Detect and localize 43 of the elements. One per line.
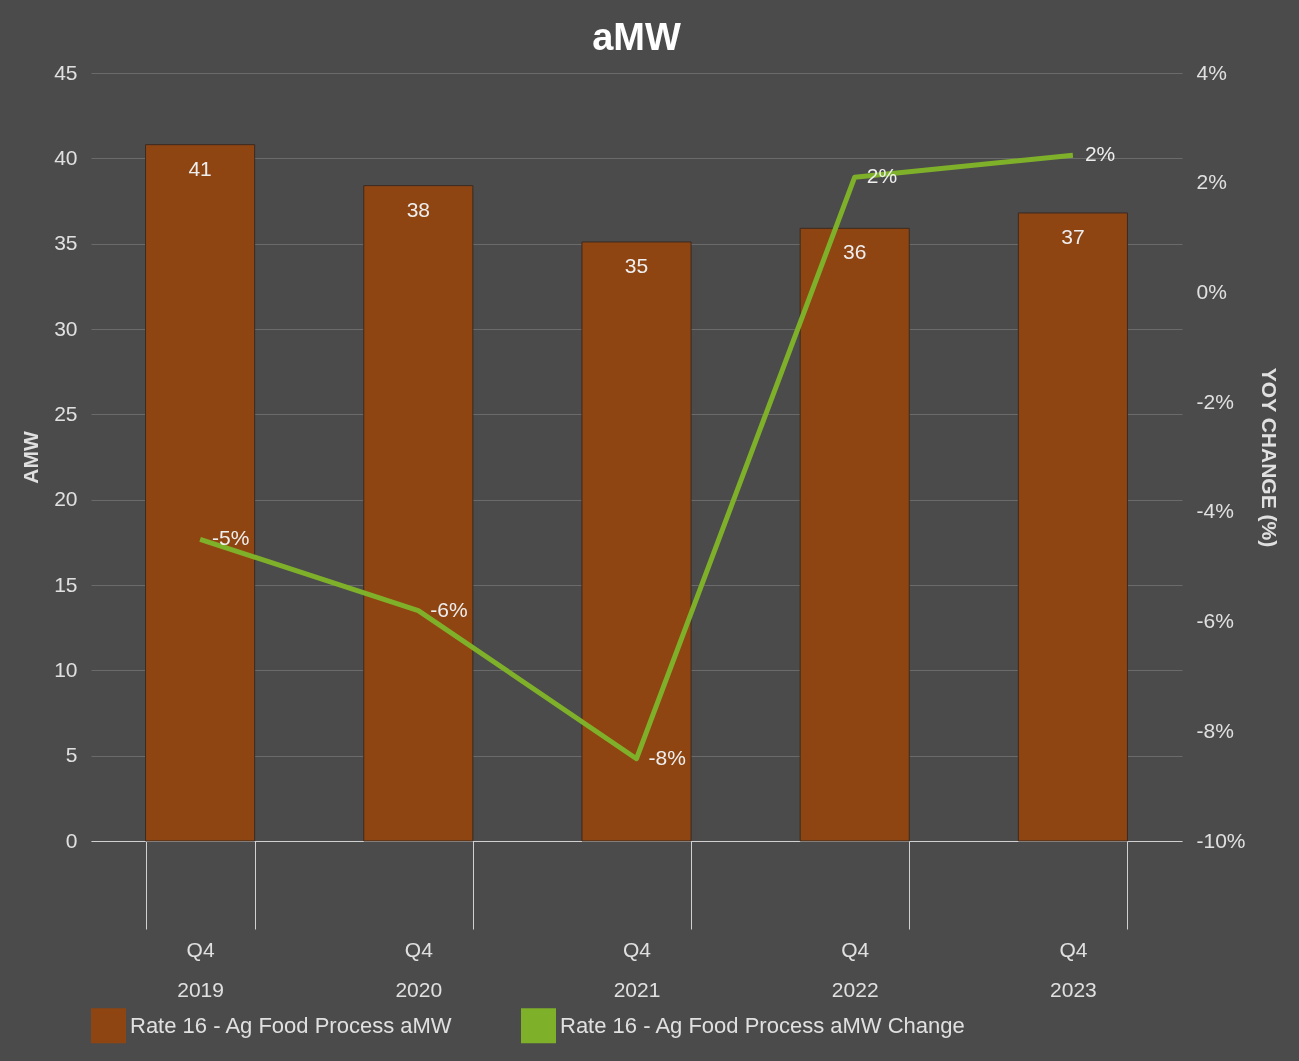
x-tick-label: Q4 2023 <box>1050 937 1097 1001</box>
bar <box>1017 212 1128 842</box>
y-tick-label: 20 <box>54 487 78 511</box>
chart-title: aMW <box>592 16 681 58</box>
y2-tick-label: -8% <box>1196 718 1234 742</box>
x-tick-label: Q4 2021 <box>613 937 661 1001</box>
data-label: -8% <box>648 745 686 769</box>
y2-tick-label: 2% <box>1196 170 1227 194</box>
y-tick-label: 35 <box>54 231 78 255</box>
y-tick-label: 5 <box>65 743 78 767</box>
y2-tick-label: -4% <box>1196 499 1234 523</box>
y-axis-title: AMW <box>19 431 43 484</box>
data-label: 38 <box>406 197 430 221</box>
data-label: 41 <box>188 156 212 180</box>
x-tick-label: Q4 2020 <box>395 937 443 1001</box>
bar <box>145 144 256 842</box>
data-label: -6% <box>430 597 468 621</box>
data-label: -5% <box>212 526 250 550</box>
y2-tick-label: 0% <box>1196 279 1227 303</box>
data-label: 37 <box>1061 224 1085 248</box>
legend-label: Rate 16 - Ag Food Process aMW <box>130 1012 452 1038</box>
bar <box>363 185 474 842</box>
y2-tick-label: 4% <box>1196 60 1227 84</box>
legend-label: Rate 16 - Ag Food Process aMW Change <box>560 1012 965 1038</box>
bar <box>581 241 692 842</box>
y-tick-label: 45 <box>54 60 78 84</box>
data-label: 2% <box>1084 142 1116 166</box>
y-tick-label: 25 <box>54 401 78 425</box>
y2-axis-title: YOY CHANGE (%) <box>1257 367 1281 548</box>
y-tick-label: 40 <box>54 145 78 169</box>
x-tick-label: Q4 2022 <box>831 937 879 1001</box>
y-tick-label: 10 <box>54 657 78 681</box>
y-tick-label: 30 <box>54 316 78 340</box>
y2-tick-label: -2% <box>1196 389 1234 413</box>
y-tick-label: 0 <box>65 828 78 852</box>
data-label: 36 <box>843 240 867 264</box>
x-tick-label: Q4 2019 <box>177 937 224 1001</box>
data-label: 2% <box>866 164 898 188</box>
bar <box>799 227 910 842</box>
y-tick-label: 15 <box>54 572 78 596</box>
y2-tick-label: -10% <box>1196 828 1246 852</box>
y2-tick-label: -6% <box>1196 609 1234 633</box>
data-label: 35 <box>624 253 649 277</box>
